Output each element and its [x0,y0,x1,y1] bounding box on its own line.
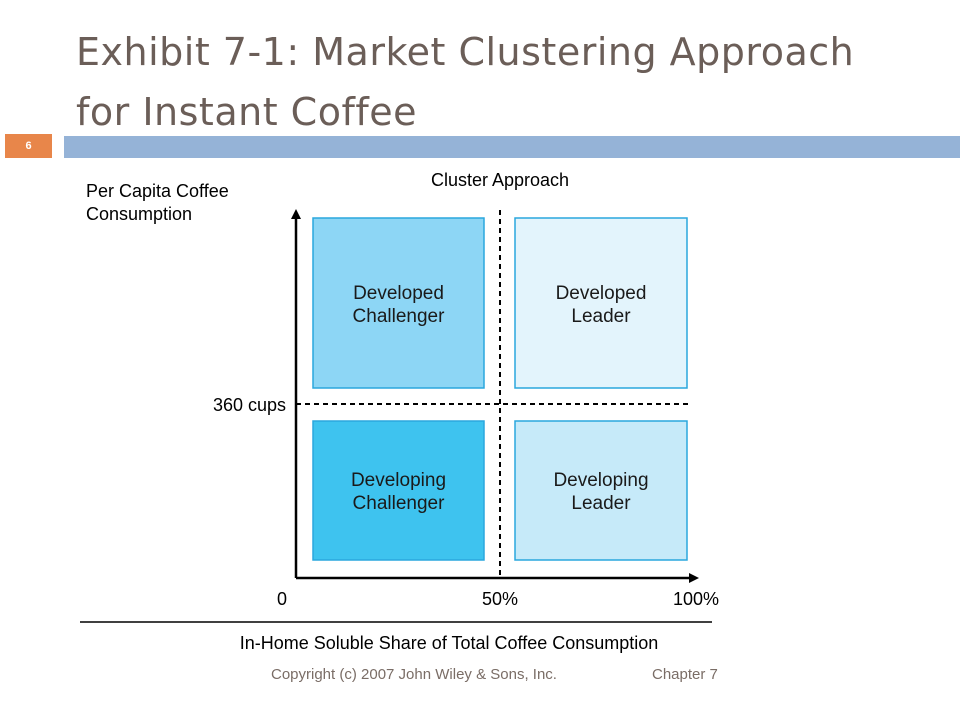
quadrant-label-line-2: Leader [571,493,631,514]
slide-title: Exhibit 7-1: Market Clustering Approach … [76,22,936,142]
slide-title-line-1: Exhibit 7-1: Market Clustering Approach [76,30,855,74]
x-tick-label-100: 100% [673,589,719,609]
footer-copyright: Copyright (c) 2007 John Wiley & Sons, In… [271,666,557,683]
quadrant-label-line-2: Leader [571,306,631,327]
quadrant-developing-leader: Developing Leader [514,420,688,561]
diagram-heading: Cluster Approach [431,170,569,190]
x-tick-label-0: 0 [277,589,287,609]
footer-chapter: Chapter 7 [652,666,718,683]
quadrant-label-line-1: Developed [353,283,444,304]
quadrant-box [514,420,688,561]
y-threshold-label: 360 cups [213,395,286,415]
quadrant-developed-leader: Developed Leader [514,217,688,389]
y-axis-label-line-2: Consumption [86,204,192,224]
quadrant-label-line-1: Developed [556,283,647,304]
quadrant-developing-challenger: Developing Challenger [312,420,485,561]
header-bar [64,136,960,158]
quadrant-label-line-1: Developing [351,470,446,491]
quadrant-label-line-1: Developing [553,470,648,491]
quadrant-box [514,217,688,389]
quadrant-box [312,420,485,561]
quadrant-box [312,217,485,389]
quadrant-label-line-2: Challenger [353,306,446,327]
y-axis-label-line-1: Per Capita Coffee [86,181,229,201]
slide-number: 6 [5,134,52,158]
quadrant-label-line-2: Challenger [353,493,446,514]
slide-title-line-2: for Instant Coffee [76,90,417,134]
quadrant-developed-challenger: Developed Challenger [312,217,485,389]
x-axis-label: In-Home Soluble Share of Total Coffee Co… [240,633,659,653]
x-tick-label-50: 50% [482,589,518,609]
